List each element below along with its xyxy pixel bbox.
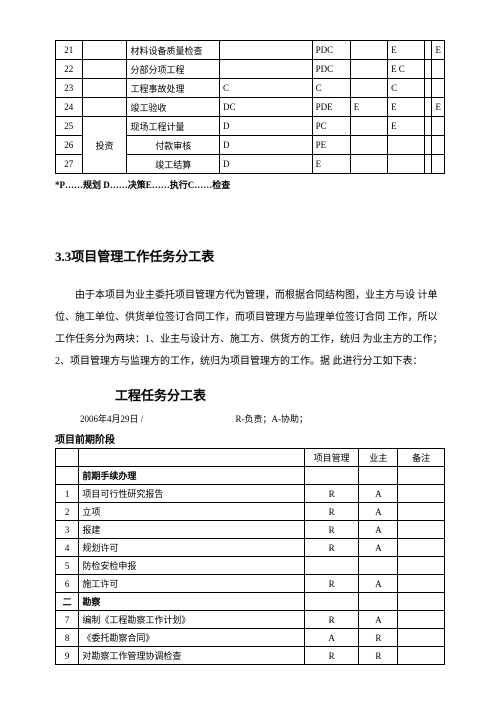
table-row: 6施工许可RA [56,575,445,593]
table2-date-line: 2006年4月29日 / R-负责；A-协助； [55,412,445,425]
category-cell [82,41,127,60]
engineering-task-table: 项目管理业主备注 前期手续办理1项目可行性研究报告RA2立项RA3报建RA4规划… [55,448,445,665]
table-row: 22分部分项工程PDCE C [56,60,445,79]
table-row: 24竣工验收DCPDEEEE [56,98,445,117]
table-row: 二勘察 [56,593,445,611]
table-row: 23工程事故处理CCC [56,79,445,98]
table-row: 7编制《工程勘察工作计划》RA [56,611,445,629]
table-row: 25投资现场工程计量DPCE [56,117,445,136]
table2-section-header: 项目前期阶段 [55,431,445,446]
table-row: 2立项RA [56,503,445,521]
table-row: 21材料设备质量检查PDCEE [56,41,445,60]
task-allocation-table: 21材料设备质量检查PDCEE22分部分项工程PDCE C23工程事故处理CCC… [55,40,445,174]
section-3-3-title: 3.3项目管理工作任务分工表 [55,246,445,265]
category-cell: 投资 [82,117,127,174]
section-3-3-paragraph: 由于本项目为业主委托项目管理方代为管理，而根据合同结构图，业主方与设 计单位、施… [55,285,445,373]
table-row: 1项目可行性研究报告RA [56,485,445,503]
table-row: 3报建RA [56,521,445,539]
category-cell [82,98,127,117]
table2-legend: R-负责；A-协助； [236,414,309,424]
table-row: 8《委托勘察合同》AR [56,629,445,647]
table2-title: 工程任务分工表 [115,385,445,404]
table-row: 9对勘察工作管理协调检查RR [56,647,445,665]
category-cell [82,79,127,98]
table1-footnote: *P……规划 D……决策E……执行C……检查 [55,178,445,191]
table2-date: 2006年4月29日 / [80,414,143,424]
table-row: 4规划许可RA [56,539,445,557]
table-row: 5防检安检申报 [56,557,445,575]
table-row: 前期手续办理 [56,467,445,485]
category-cell [82,60,127,79]
